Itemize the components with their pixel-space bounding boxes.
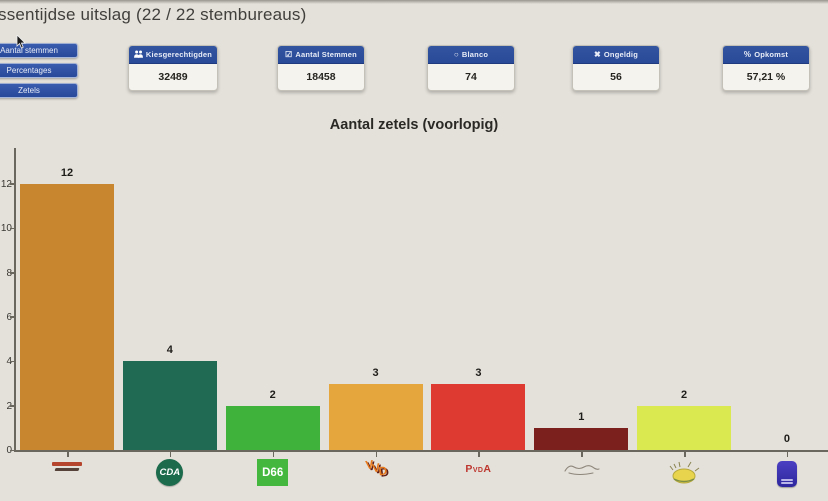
vvd-logo-letter: D — [377, 463, 387, 479]
stat-card-opkomst: % Opkomst 57,21 % — [722, 45, 810, 91]
stat-card-header: ○ Blanco — [428, 46, 514, 64]
photo-edge-shadow — [0, 0, 828, 4]
y-axis-tick-mark — [10, 449, 15, 451]
button-aantal-stemmen[interactable]: Aantal stemmen — [0, 43, 78, 58]
circle-icon: ○ — [453, 49, 459, 59]
sun-sketch-logo — [667, 460, 701, 493]
bar-value-label: 12 — [60, 166, 74, 179]
bar-slot-d66: 2 D66 — [225, 148, 320, 486]
x-axis-tick-mark — [581, 452, 583, 457]
y-axis-tick-mark — [10, 405, 15, 407]
y-axis-tick-label: 6 — [0, 312, 12, 323]
x-axis-tick-mark — [67, 452, 69, 457]
y-axis-tick-mark — [10, 316, 15, 318]
stat-card-ongeldig: ✖ Ongeldig 56 — [572, 45, 660, 91]
y-axis-tick-label: 10 — [0, 223, 12, 235]
y-axis-tick-mark — [10, 360, 15, 363]
stat-value: 32489 — [158, 71, 188, 83]
bar-party-6 — [534, 427, 629, 450]
d66-logo: D66 — [257, 459, 289, 486]
bar-slot-party-1: 12 — [20, 148, 114, 471]
x-axis-tick-mark — [169, 452, 172, 457]
cda-logo: CDA — [156, 459, 184, 486]
blue-badge-logo — [776, 461, 797, 487]
stat-card-header: ☑ Aantal Stemmen — [278, 46, 364, 64]
cross-icon: ✖ — [593, 49, 601, 59]
bar-value-label: 4 — [166, 344, 173, 357]
seats-bar-chart: 12 4 CDA 2 D66 — [1, 148, 828, 487]
y-axis-tick-mark — [10, 272, 15, 274]
y-axis-tick-label: 2 — [0, 401, 12, 412]
stat-value: 57,21 % — [746, 71, 786, 83]
stat-label: Opkomst — [754, 50, 789, 59]
bar-slot-cda: 4 CDA — [122, 148, 217, 486]
x-axis-tick-mark — [786, 452, 789, 457]
pvda-logo: PvdA — [465, 463, 492, 475]
y-axis-tick-label: 0 — [0, 445, 12, 456]
x-axis-tick-mark — [272, 452, 275, 457]
x-axis-tick-mark — [478, 452, 480, 457]
stat-card-header: % Opkomst — [723, 46, 809, 64]
stat-label: Ongeldig — [603, 50, 638, 59]
y-axis-tick-mark — [10, 183, 15, 185]
bar-value-label: 3 — [372, 366, 379, 379]
bar-vvd — [328, 383, 423, 450]
stat-card-header: ✖ Ongeldig — [573, 46, 659, 64]
stat-label: Kiesgerechtigden — [145, 50, 213, 59]
x-axis-tick-mark — [684, 452, 686, 457]
percent-icon: % — [743, 49, 752, 59]
stat-label: Aantal Stemmen — [295, 50, 357, 59]
y-axis-tick-mark — [10, 227, 15, 230]
mouse-cursor — [16, 34, 27, 54]
stat-label: Blanco — [461, 50, 489, 59]
stat-value: 74 — [465, 71, 477, 83]
button-zetels[interactable]: Zetels — [0, 83, 78, 98]
logo-text-line — [54, 468, 80, 471]
logo-text-line — [780, 482, 793, 484]
view-switch-buttons: Aantal stemmen Percentages Zetels — [0, 43, 78, 103]
y-axis-tick-label: 8 — [0, 268, 12, 279]
bar-slot-party-6: 1 — [534, 148, 629, 476]
y-axis-tick-label: 12 — [0, 178, 12, 190]
stat-value: 18458 — [306, 71, 336, 83]
script-signature-logo — [561, 463, 601, 482]
people-icon — [133, 49, 143, 60]
logo-text-line — [780, 479, 793, 481]
chart-title: Aantal zetels (voorlopig) — [329, 117, 499, 133]
stat-card-aantal-stemmen: ☑ Aantal Stemmen 18458 — [277, 45, 365, 91]
bar-slot-pvda: 3 PvdA — [431, 148, 526, 475]
checkbox-icon: ☑ — [285, 49, 293, 59]
bar-pvda — [431, 383, 526, 450]
bar-slot-party-7: 2 — [637, 148, 732, 484]
party-1-logo — [50, 459, 84, 471]
bar-party-1 — [20, 183, 114, 450]
x-axis-tick-mark — [375, 452, 378, 457]
bar-value-label: 1 — [578, 410, 585, 423]
logo-text-line — [52, 462, 82, 466]
bar-cda — [122, 361, 217, 450]
bar-slot-party-8: 0 — [740, 148, 828, 487]
stat-card-kiesgerechtigden: Kiesgerechtigden 32489 — [128, 45, 218, 91]
button-percentages[interactable]: Percentages — [0, 63, 78, 78]
bar-value-label: 0 — [783, 433, 790, 445]
bar-d66 — [225, 405, 320, 450]
bar-value-label: 2 — [681, 388, 688, 401]
bar-party-7 — [637, 405, 732, 450]
stat-card-header: Kiesgerechtigden — [129, 46, 217, 64]
page-title: ssentijdse uitslag (22 / 22 stembureaus) — [0, 5, 307, 24]
bar-value-label: 2 — [269, 388, 276, 401]
stat-card-blanco: ○ Blanco 74 — [427, 45, 515, 91]
stat-value: 56 — [610, 71, 622, 83]
y-axis-tick-label: 4 — [0, 356, 12, 367]
bar-value-label: 3 — [475, 366, 482, 379]
